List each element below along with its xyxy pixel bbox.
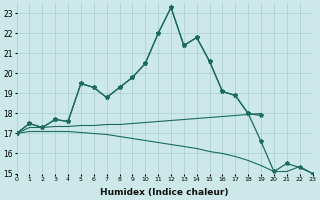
X-axis label: Humidex (Indice chaleur): Humidex (Indice chaleur) [100,188,229,197]
